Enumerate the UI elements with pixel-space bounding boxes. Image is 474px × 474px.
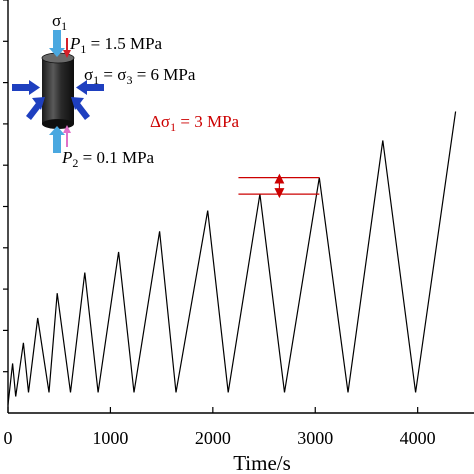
- delta-sigma-annotation: Δσ1 = 3 MPa: [150, 112, 320, 199]
- series-line-0: [7, 111, 457, 405]
- p2-label: P2 = 0.1 MPa: [61, 148, 155, 170]
- axial-arrow-bottom: [49, 126, 65, 153]
- p1-label: P1 = 1.5 MPa: [69, 34, 163, 56]
- x-ticks: 0 1000 2000 3000 4000: [4, 407, 436, 448]
- confining-arrow-right: [76, 80, 104, 95]
- axial-arrow-top: [49, 30, 65, 57]
- x-tick-label-2: 2000: [195, 428, 231, 448]
- pore-pressure-arrow-bottom: [63, 125, 71, 147]
- series-layer: [7, 111, 457, 405]
- specimen-inset: σ1 P1 = 1.5 MPa σ1 = σ3 = 6 MPa P2 = 0.1…: [12, 11, 196, 170]
- y-ticks: [3, 0, 8, 373]
- x-axis-title: Time/s: [233, 451, 291, 474]
- confining-arrow-lower-left: [26, 97, 45, 120]
- sigma1-label: σ1: [52, 11, 67, 33]
- x-tick-label-0: 0: [4, 428, 13, 448]
- confining-arrow-lower-right: [71, 97, 90, 120]
- x-tick-label-1: 1000: [92, 428, 128, 448]
- x-tick-label-3: 3000: [297, 428, 333, 448]
- specimen-cylinder: [41, 52, 75, 129]
- pore-pressure-arrow-top: [63, 38, 71, 58]
- confining-stress-label: σ1 = σ3 = 6 MPa: [84, 65, 196, 87]
- confining-arrow-left: [12, 80, 40, 95]
- x-tick-label-4: 4000: [400, 428, 436, 448]
- annotation-label: Δσ1 = 3 MPa: [150, 112, 240, 134]
